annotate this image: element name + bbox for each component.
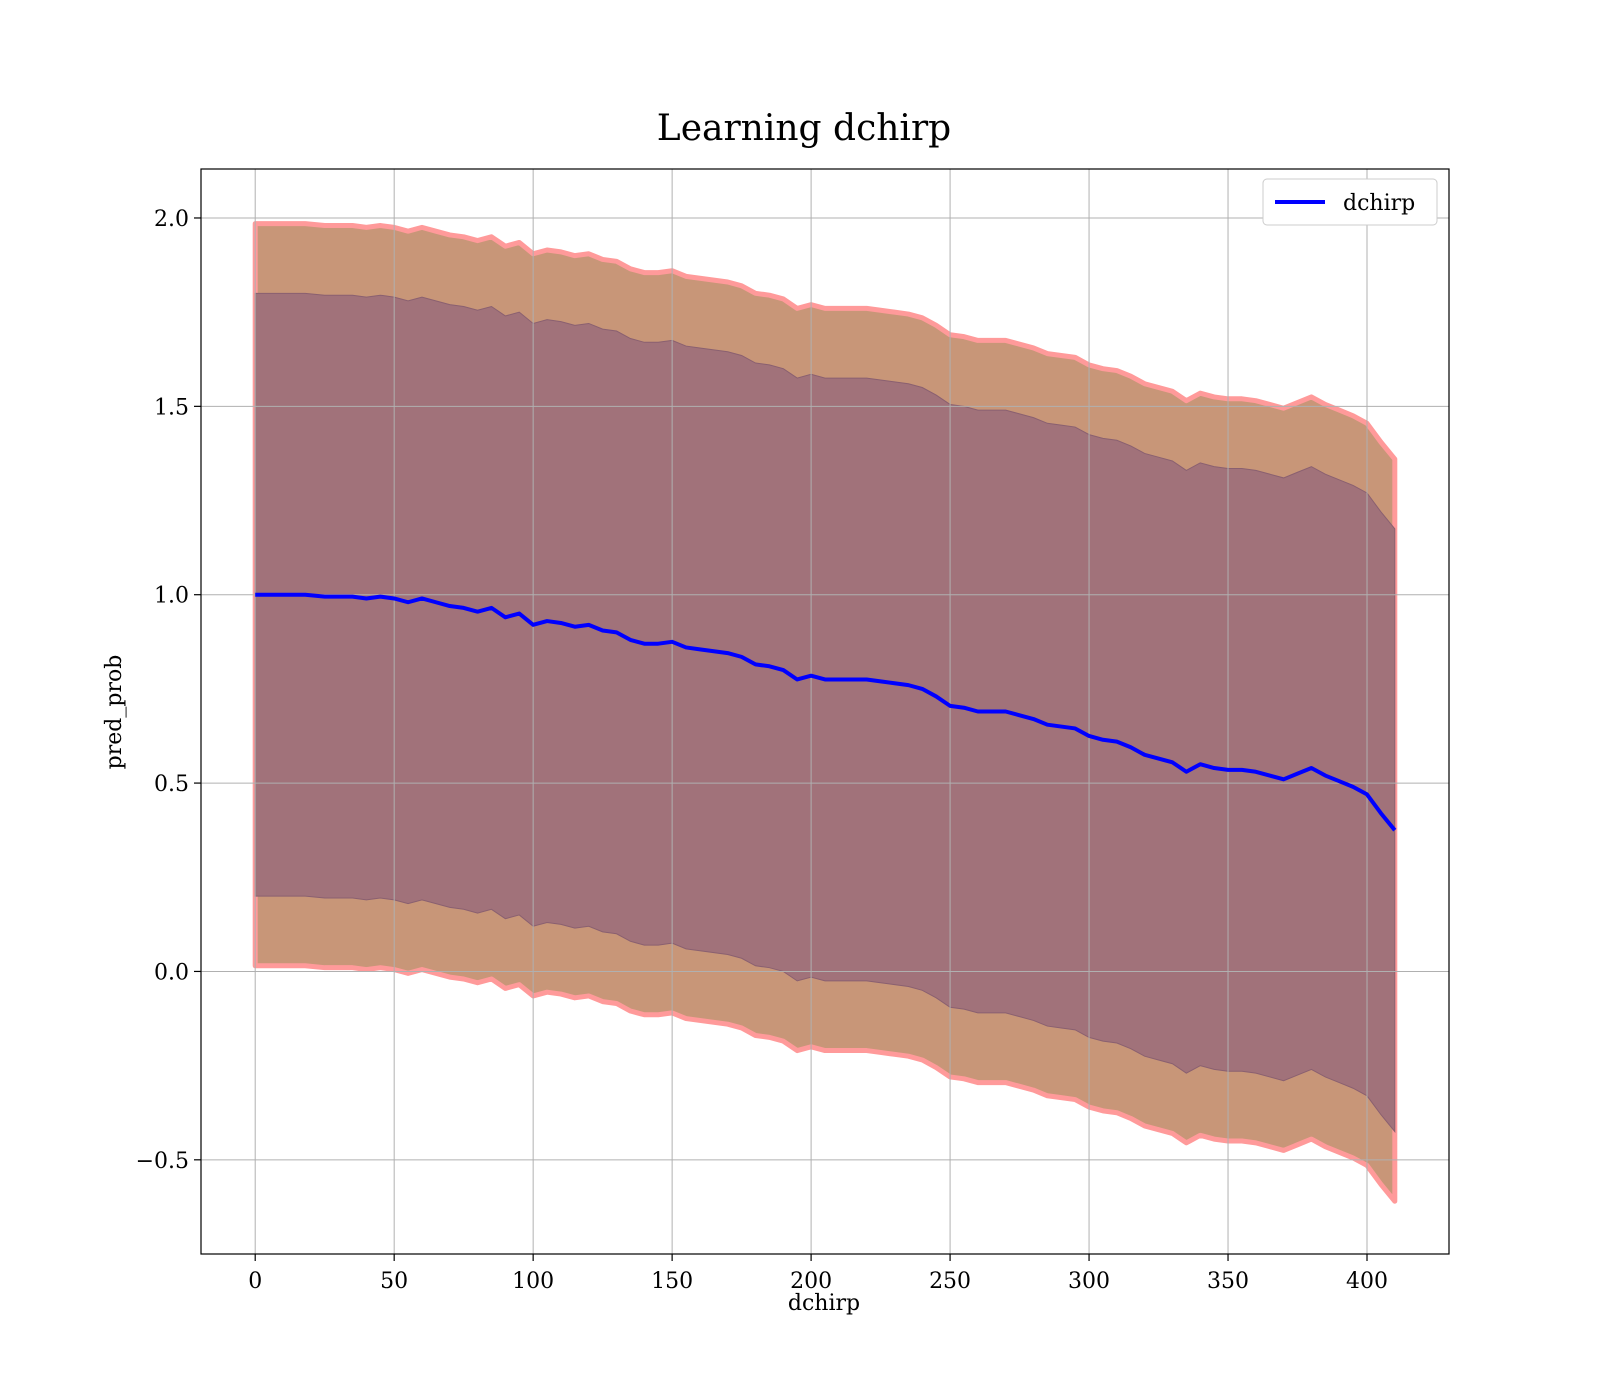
y-tick-label: 1.0 bbox=[154, 584, 189, 609]
x-tick-label: 250 bbox=[929, 1269, 971, 1294]
x-axis-label: dchirp bbox=[788, 1291, 860, 1316]
chart-title: Learning dchirp bbox=[657, 108, 951, 149]
series-line-dchirp bbox=[255, 592, 1397, 832]
y-tick-label: 2.0 bbox=[154, 207, 189, 232]
x-tick-label: 50 bbox=[380, 1269, 408, 1294]
y-tick-label: −0.5 bbox=[136, 1149, 189, 1174]
legend: dchirp bbox=[1262, 178, 1438, 226]
plot-area: 0 50 100 150 200 250 300 350 400 −0.5 0.0 0.5 1.0 1.5… bbox=[136, 168, 1450, 1294]
x-tick-label: 100 bbox=[512, 1269, 554, 1294]
x-tick-label: 400 bbox=[1346, 1269, 1388, 1294]
x-tick-label: 350 bbox=[1207, 1269, 1249, 1294]
x-tick-label: 150 bbox=[651, 1269, 693, 1294]
y-tick-label: 1.5 bbox=[154, 395, 189, 420]
x-tick-label: 200 bbox=[790, 1269, 832, 1294]
x-tick-label: 300 bbox=[1068, 1269, 1110, 1294]
y-tick-label: 0.5 bbox=[154, 772, 189, 797]
y-tick-label: 0.0 bbox=[154, 960, 189, 985]
y-axis-label: pred_prob bbox=[102, 655, 127, 770]
inner-band bbox=[254, 292, 1396, 1133]
x-tick-label: 0 bbox=[248, 1269, 262, 1294]
legend-label-dchirp: dchirp bbox=[1343, 191, 1415, 216]
legend-box bbox=[1262, 178, 1438, 226]
axes-frame bbox=[200, 168, 1450, 1255]
